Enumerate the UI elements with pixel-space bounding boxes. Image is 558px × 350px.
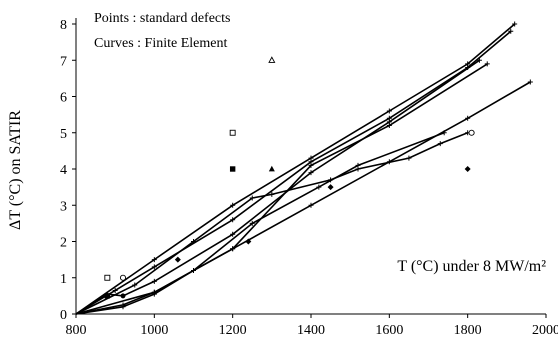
curve-point [484, 61, 490, 67]
x-tick-label: 1200 [219, 323, 247, 338]
curve-point [230, 202, 236, 208]
y-tick-label: 7 [60, 54, 67, 69]
curve-point [230, 246, 236, 252]
defect-point-square-open [229, 129, 236, 136]
y-tick-label: 1 [60, 272, 67, 287]
fe-curve-6 [75, 132, 445, 315]
curve-point [328, 177, 334, 183]
curve-point [406, 155, 412, 161]
curve-point [316, 184, 322, 190]
curve-point [386, 108, 392, 114]
annotation-curves: Curves : Finite Element [94, 36, 227, 51]
curve-point [151, 257, 157, 263]
y-tick-label: 2 [60, 236, 67, 251]
curve-point [386, 123, 392, 128]
curve-point [308, 202, 314, 208]
defect-point-diamond-filled [174, 256, 181, 263]
curve-point [191, 268, 196, 273]
curve-point [230, 231, 236, 237]
defect-point-diamond-filled [464, 166, 471, 172]
annotation-points: Points : standard defects [94, 11, 230, 26]
curve-point [269, 191, 275, 197]
y-tick-label: 6 [60, 91, 67, 106]
x-axis-label: T (°C) under 8 MW/m² [397, 258, 546, 275]
y-axis-label: ΔT (°C) on SATIR [7, 110, 24, 230]
y-tick-label: 5 [60, 127, 67, 142]
defect-point-triangle-filled [268, 165, 275, 172]
y-tick-label: 4 [60, 163, 67, 178]
axes: 0 1 2 3 4 5 6 7 8 800 1000 1200 1400 1600 1800 2000 [60, 18, 558, 338]
curve-point [508, 28, 514, 34]
curve-point [527, 79, 533, 85]
curve-point [308, 170, 314, 176]
curve-point [441, 130, 447, 136]
y-tick-label: 8 [60, 18, 67, 33]
x-tick-label: 1600 [375, 323, 403, 338]
defect-point-square-filled [104, 293, 111, 299]
x-tick-label: 1000 [140, 323, 168, 338]
fe-curve-2 [75, 81, 531, 315]
curve-point [132, 282, 138, 288]
curve-point [249, 195, 255, 201]
defect-point-triangle-open [268, 56, 276, 63]
curve-point [355, 166, 361, 172]
x-tick-label: 800 [66, 323, 87, 338]
curve-point [476, 57, 482, 63]
curve-point [151, 264, 157, 270]
defect-point-dot-filled [120, 293, 126, 299]
curve-point [230, 217, 236, 223]
curve-point [437, 141, 443, 147]
curve-point [512, 21, 518, 27]
x-tick-label: 1800 [454, 323, 482, 338]
defect-point-diamond-filled [327, 184, 334, 191]
defect-point-circle-open [119, 274, 127, 281]
curve-point [151, 278, 157, 284]
curve-point [465, 115, 471, 121]
x-tick-label: 1400 [297, 323, 325, 338]
defect-point-circle-open [468, 129, 475, 136]
defect-points [104, 56, 475, 299]
y-tick-label: 0 [60, 308, 67, 323]
curve-point [120, 304, 126, 310]
fe-curves [75, 21, 533, 315]
curve-point [191, 239, 196, 244]
defect-point-square-open [104, 274, 111, 281]
curve-point [112, 287, 118, 293]
x-tick-label: 2000 [532, 323, 558, 338]
defect-point-diamond-filled [245, 238, 252, 245]
curve-point [308, 162, 314, 168]
curve-point [249, 220, 255, 226]
fe-curve-7 [75, 132, 468, 315]
fe-curve-3 [75, 30, 512, 315]
y-tick-label: 3 [60, 199, 67, 214]
annotations: Points : standard defects Curves : Finit… [94, 11, 230, 51]
curve-point [151, 291, 157, 297]
defect-point-square-filled [229, 166, 236, 172]
